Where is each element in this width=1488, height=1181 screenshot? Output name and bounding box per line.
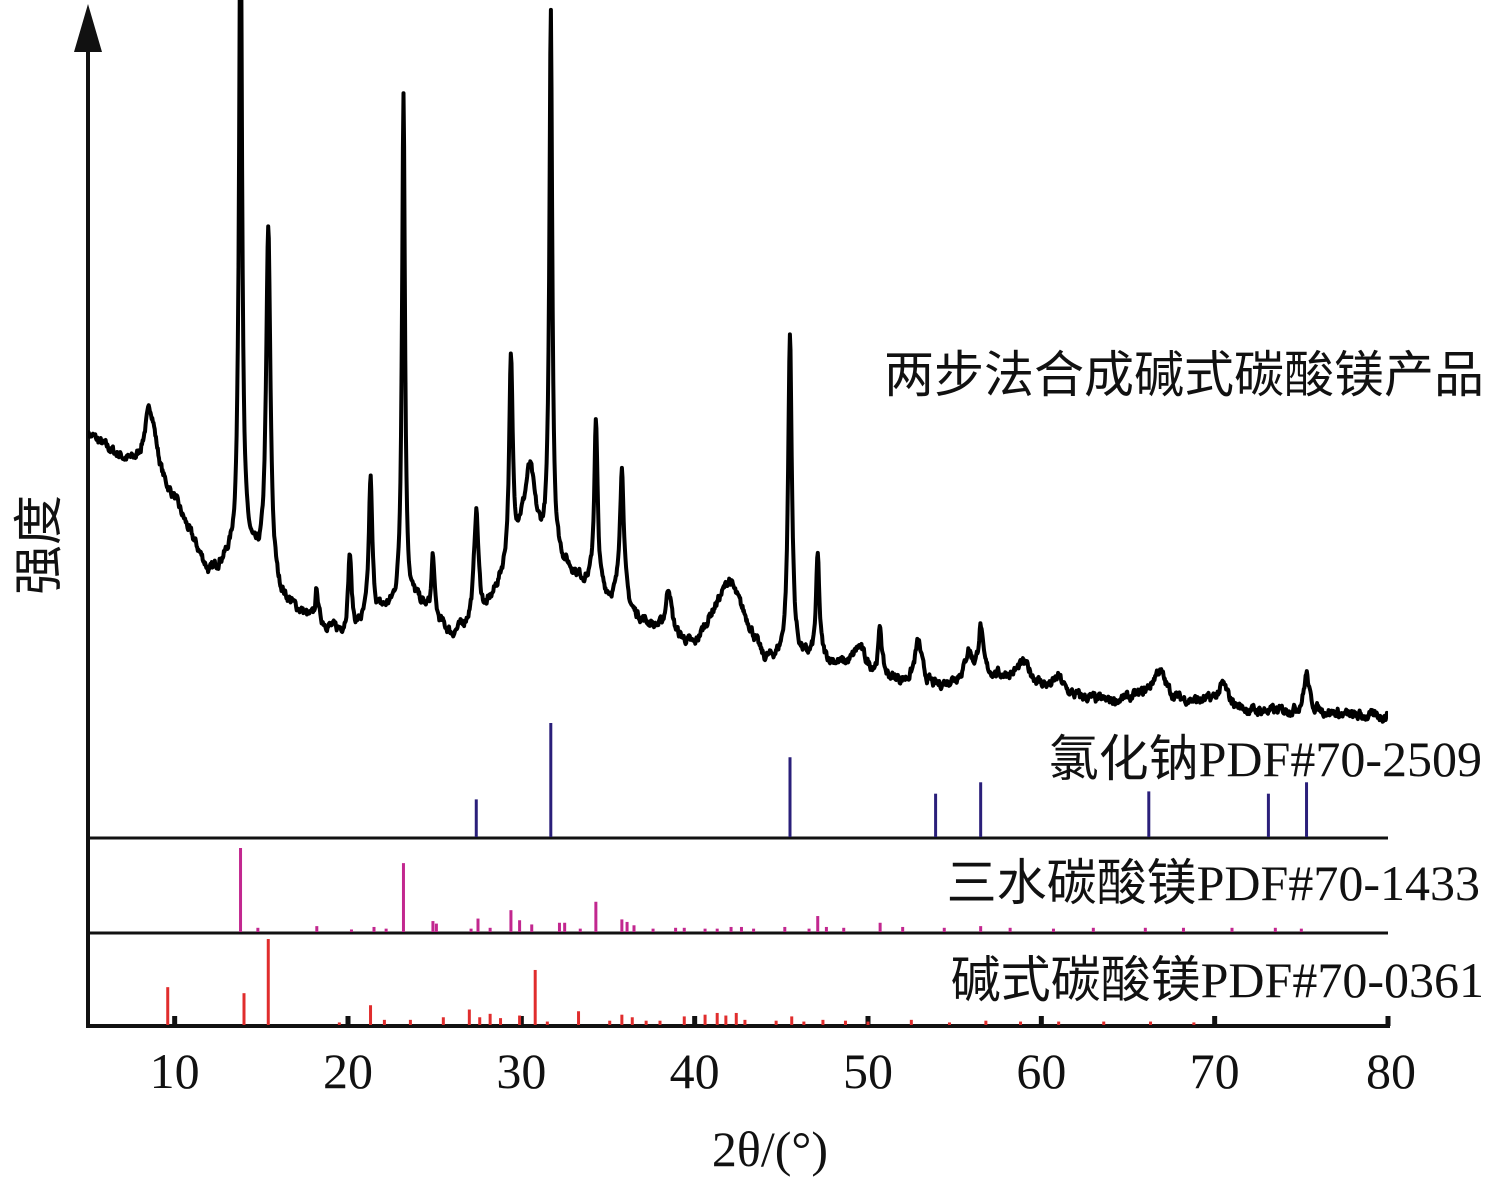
label-trihydrate: 三水碳酸镁PDF#70-1433 bbox=[947, 855, 1480, 911]
label-nacl: 氯化钠PDF#70-2509 bbox=[1049, 731, 1482, 787]
x-tick-label: 20 bbox=[323, 1043, 373, 1099]
x-axis-title: 2θ/(°) bbox=[712, 1121, 828, 1177]
x-tick-label: 50 bbox=[843, 1043, 893, 1099]
reference-sticks bbox=[166, 723, 1309, 1025]
axes bbox=[74, 4, 1390, 1028]
x-tick-label: 80 bbox=[1366, 1043, 1416, 1099]
y-axis-arrow bbox=[74, 4, 102, 52]
y-axis-title: 强度 bbox=[11, 495, 67, 595]
label-basic-carbonate: 碱式碳酸镁PDF#70-0361 bbox=[951, 952, 1484, 1008]
x-tick-label: 70 bbox=[1190, 1043, 1240, 1099]
product-pattern-line bbox=[88, 0, 1388, 724]
x-tick-label: 60 bbox=[1016, 1043, 1066, 1099]
x-tick-label: 30 bbox=[496, 1043, 546, 1099]
x-tick-label: 10 bbox=[150, 1043, 200, 1099]
x-tick-labels: 10 20 30 40 50 60 70 80 bbox=[150, 1043, 1416, 1099]
x-tick-label: 40 bbox=[670, 1043, 720, 1099]
label-product: 两步法合成碱式碳酸镁产品 bbox=[884, 347, 1484, 403]
